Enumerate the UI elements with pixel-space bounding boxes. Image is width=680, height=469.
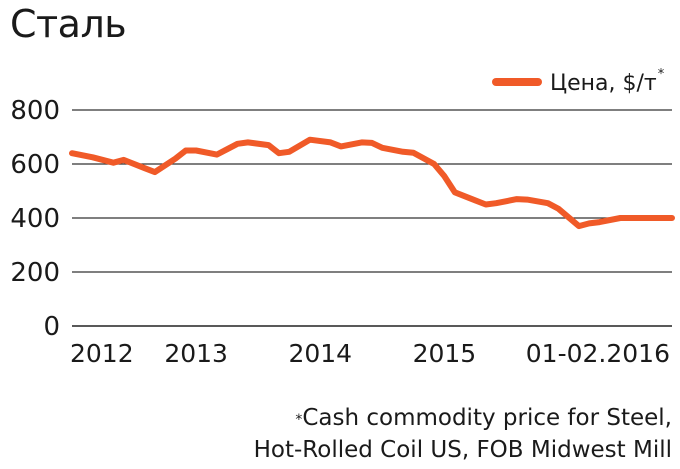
footnote-line-2: Hot-Rolled Coil US, FOB Midwest Mill [253,437,672,463]
series-group [69,136,675,230]
y-tick-label: 800 [10,96,60,126]
series-line-0 [69,136,675,230]
footnote-marker: * [295,412,303,428]
y-tick-label: 400 [10,204,60,234]
footnote-line-1: *Cash commodity price for Steel, [254,402,672,434]
x-tick-label: 2015 [413,339,477,368]
chart-title: Сталь [10,2,127,46]
x-tick-label: 2013 [164,339,228,368]
y-axis-ticks: 0 200 400 600 800 [10,96,60,342]
legend-label: Цена, $/т [550,71,657,96]
x-tick-label: 2014 [288,339,352,368]
x-axis: 2012 2013 2014 2015 01-02.2016 [70,339,670,368]
legend: Цена, $/т * [492,67,665,96]
legend-marker: * [658,67,665,82]
y-tick-label: 200 [10,258,60,288]
y-tick-label: 0 [43,312,60,342]
footnote-text-1: Cash commodity price for Steel, [302,405,672,431]
x-tick-label: 2012 [70,339,134,368]
line-chart: 0 200 400 600 800 2012 2013 2014 2015 01-02.2016… [10,67,675,368]
y-tick-label: 600 [10,150,60,180]
footnote: *Cash commodity price for Steel, Hot-Rol… [254,402,672,466]
x-tick-label: 01-02.2016 [526,339,670,368]
